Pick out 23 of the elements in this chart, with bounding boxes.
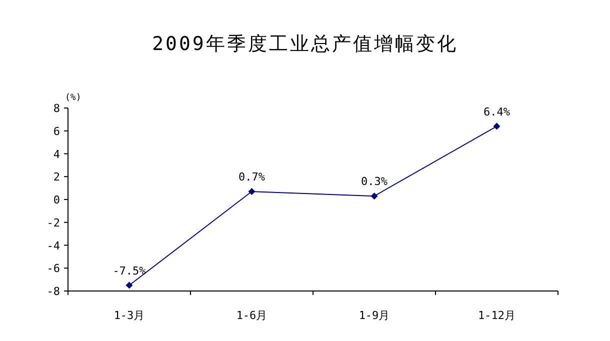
x-tick-label: 1-12月 [478,309,516,322]
x-tick-label: 1-9月 [358,309,390,322]
y-tick-label: 6 [53,124,60,138]
y-axis-title: (%) [65,93,82,103]
x-tick-label: 1-6月 [236,309,268,322]
data-label: 0.7% [238,170,266,184]
y-tick-label: 8 [53,102,60,115]
y-tick-label: -2 [46,216,60,230]
y-tick-label: -8 [46,285,60,298]
y-tick-label: 2 [53,170,60,184]
data-label: 0.3% [361,175,388,188]
point [493,122,500,130]
data-label: -7.5% [112,264,146,278]
y-tick-label: 0 [53,194,60,206]
point [126,282,133,289]
chart-title: 2009年季度工业总产值增幅变化 [152,33,458,55]
y-tick-label: -6 [46,262,60,276]
point [248,188,256,195]
x-tick-label: 1-3月 [114,309,145,322]
y-tick-label: 4 [53,148,60,161]
y-tick-label: -4 [46,239,60,252]
point [370,192,378,200]
data-label: 6.4% [484,105,510,118]
